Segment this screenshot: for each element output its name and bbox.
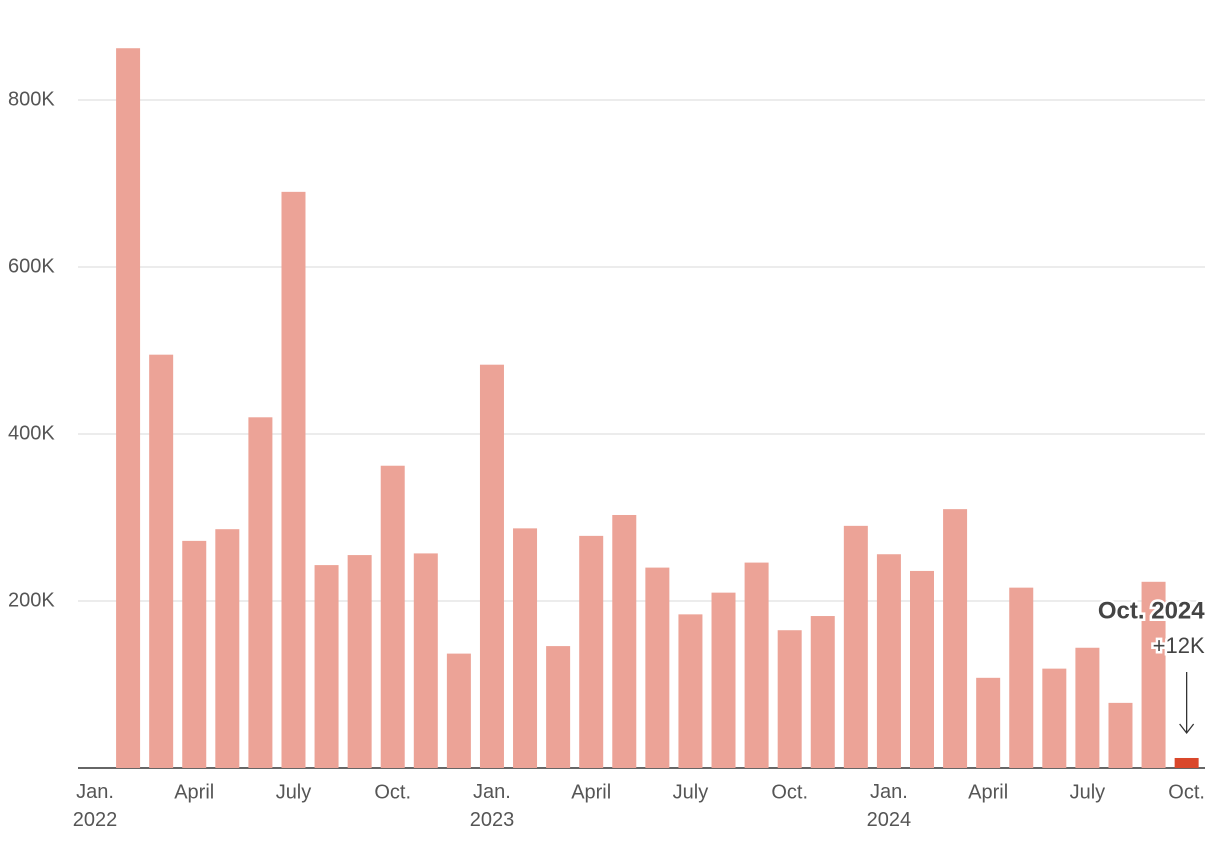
bar bbox=[1108, 702, 1133, 768]
bar bbox=[711, 592, 736, 768]
bar bbox=[281, 191, 306, 769]
bar bbox=[149, 354, 174, 768]
bar bbox=[116, 48, 141, 769]
x-tick-line: 2024 bbox=[867, 809, 912, 831]
bar bbox=[777, 630, 802, 768]
bar bbox=[943, 509, 968, 768]
bar bbox=[380, 465, 405, 768]
bar bbox=[910, 570, 934, 768]
bar bbox=[413, 553, 438, 768]
x-tick-label: Oct. bbox=[374, 781, 411, 803]
bar bbox=[1042, 668, 1067, 768]
bar bbox=[645, 567, 670, 768]
x-tick-label: April bbox=[174, 781, 214, 803]
x-tick-label: April bbox=[571, 781, 611, 803]
bar bbox=[612, 514, 637, 768]
bar bbox=[446, 653, 471, 768]
bar bbox=[1009, 587, 1034, 768]
bar bbox=[876, 554, 901, 768]
bar bbox=[1141, 581, 1166, 768]
bar bbox=[579, 535, 604, 768]
bar bbox=[215, 529, 240, 768]
y-tick-label: 600K bbox=[8, 255, 55, 277]
x-tick-label: Jan. 2024 bbox=[867, 781, 912, 831]
x-tick-label: Jan. 2023 bbox=[470, 781, 515, 831]
x-tick-label: July bbox=[673, 781, 709, 803]
arrow-head bbox=[1179, 723, 1195, 735]
bar bbox=[479, 364, 504, 768]
bar bbox=[1174, 757, 1199, 768]
bar bbox=[347, 555, 372, 768]
bar bbox=[248, 417, 273, 768]
y-tick-label: 200K bbox=[8, 589, 55, 611]
value-label: +12K bbox=[1153, 633, 1205, 658]
bar bbox=[314, 565, 339, 768]
y-tick-label: 800K bbox=[8, 88, 55, 110]
bar bbox=[843, 525, 868, 768]
annotation: Oct. 2024 bbox=[1098, 597, 1205, 624]
bar bbox=[513, 528, 538, 768]
bar bbox=[678, 614, 703, 768]
bar bbox=[976, 677, 1001, 768]
x-tick-line: Jan. bbox=[473, 781, 511, 803]
bar bbox=[1075, 647, 1100, 768]
bar bbox=[546, 646, 571, 768]
x-tick-label: July bbox=[1070, 781, 1106, 803]
x-tick-label: July bbox=[276, 781, 312, 803]
x-tick-line: 2022 bbox=[73, 809, 118, 831]
x-tick-label: Oct. bbox=[771, 781, 808, 803]
x-tick-line: Jan. bbox=[870, 781, 908, 803]
bar bbox=[810, 616, 835, 768]
x-tick-line: Jan. bbox=[76, 781, 114, 803]
y-tick-label: 400K bbox=[8, 422, 55, 444]
x-tick-label: Jan. 2022 bbox=[73, 781, 118, 831]
x-tick-label: Oct. bbox=[1168, 781, 1205, 803]
x-tick-line: 2023 bbox=[470, 809, 515, 831]
x-tick-label: April bbox=[968, 781, 1008, 803]
bar bbox=[182, 540, 207, 768]
bar bbox=[744, 562, 769, 768]
